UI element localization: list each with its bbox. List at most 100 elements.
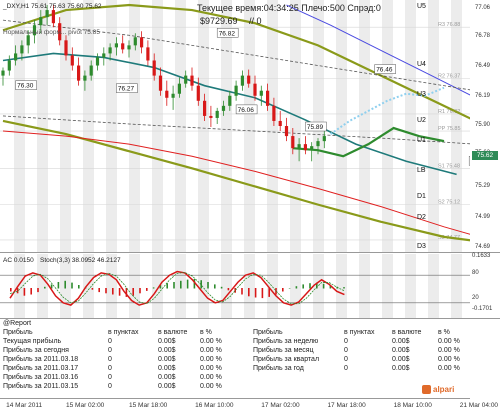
oscillator-panel[interactable]: AC 0.0150 Stoch(3,3) 38.0952 46.2127 [0,254,470,318]
ac-bar [78,285,80,289]
level-label: D3 [417,242,426,250]
osc-session-band [221,254,232,318]
candle-body [158,75,163,91]
report-cell: 0 [108,374,112,381]
report-header: в % [438,329,450,336]
osc-session-band [313,254,324,318]
ac-bar [91,288,94,290]
ac-bar [254,288,257,298]
osc-lines [0,270,470,306]
session-band [152,0,163,252]
candle-body [32,25,37,36]
candle-body [70,55,74,66]
callout-value: 76.30 [17,83,34,90]
session-band [14,0,25,252]
symbol-line: _DXY,H1 75.61 75.63 75.60 75.62 [3,3,102,10]
price-tick: 77.06 [475,5,491,12]
candle-body [228,95,232,106]
ac-bar [180,280,182,289]
pivot-label: R2 76.37 [438,74,460,80]
time-axis: 14 Mar 2011 15 Mar 02:00 15 Mar 18:00 16 Ma… [0,398,498,414]
candle-body [303,144,307,151]
report-cell: Прибыль за 2011.03.18 [3,356,79,363]
session-band [428,0,439,252]
price-chart[interactable]: R3 76.88 R2 76.37 R1 76.02 PP 75.85 S1 75.48… [0,0,470,252]
ac-bar [166,283,168,289]
candle-body [95,57,100,66]
ac-bar [105,288,107,294]
ac-bar [71,282,73,289]
report-cell: 0.00$ [158,374,176,381]
ac-bar [248,288,250,297]
session-band [405,0,416,252]
notes-line: Нормальный форм... pivot 75.85 [3,29,100,36]
logo-icon [422,385,431,395]
report-cell: 0.00$ [158,338,176,345]
report-cell: 0.00 % [200,383,222,390]
candle-body [58,23,62,41]
logo-text: alpari [433,385,455,394]
time-tick: 17 Mar 02:00 [261,402,300,409]
candle-body [171,93,175,98]
profit-report: @Report Прибыль в пунктах в валюте в % Текущ… [0,319,470,398]
candle-body [266,90,270,106]
report-cell: 0 [344,356,348,363]
candle-body [7,60,11,71]
session-band [129,0,140,252]
session-band [198,0,209,252]
report-cell: 0.00$ [158,347,176,354]
candle-body [278,120,282,126]
time-tick: 15 Mar 02:00 [66,402,105,409]
candle-body [284,126,289,137]
candle-body [152,60,156,76]
price-tick: 76.78 [475,33,491,40]
ac-bar [275,288,277,295]
ac-bar [10,288,12,292]
ac-bar [118,288,121,296]
ac-bar [173,282,175,289]
callout-box [235,104,258,115]
time-tick: 15 Mar 18:00 [129,402,168,409]
osc-session-band [14,254,25,318]
olive-upper-band [2,3,470,120]
osc-session-band [106,254,117,318]
time-tick: 21 Mar 04:00 [459,402,499,409]
report-title: @Report [3,320,32,327]
pivot-label: R1 76.02 [438,109,460,115]
candle-body [1,70,5,76]
session-band [37,0,48,252]
candle-body [114,43,118,48]
report-cell: Прибыль за 2011.03.17 [3,365,79,372]
candle-body [20,45,24,54]
report-cell: 0.00 % [438,365,460,372]
level-label: D2 [417,213,426,221]
candle-body [291,136,295,149]
level-label: D1 [417,192,426,200]
callout-value: 76.82 [219,30,236,37]
ac-bar [241,288,243,295]
price-tick: 76.19 [475,92,491,99]
callout-value: 76.06 [238,107,255,114]
blue-trend-line [286,4,470,96]
report-cell: 0.00 % [200,356,222,363]
pivot-label: PP 75.85 [438,126,461,132]
level-label: U2 [417,116,426,124]
candle-body [64,40,68,56]
level-label: U1 [417,137,426,145]
projected-path [330,86,445,135]
orders-count: // 0 [249,16,262,26]
report-cell: 0 [108,383,112,390]
report-cell: 0.00$ [158,383,176,390]
ac-bar [288,288,291,289]
session-band [60,0,71,252]
report-header: в пунктах [108,329,139,336]
session-bands [14,0,462,252]
report-cell: Прибыль за квартал [253,356,320,363]
ac-bar [132,288,134,296]
ac-bar [57,282,60,289]
stoch-label: Stoch(3,3) 38.0952 46.2127 [40,257,121,264]
callout-box [305,121,327,132]
report-cell: 0.00 % [200,365,222,372]
ac-bar [193,279,196,289]
report-cell: Прибыль за год [253,365,304,372]
